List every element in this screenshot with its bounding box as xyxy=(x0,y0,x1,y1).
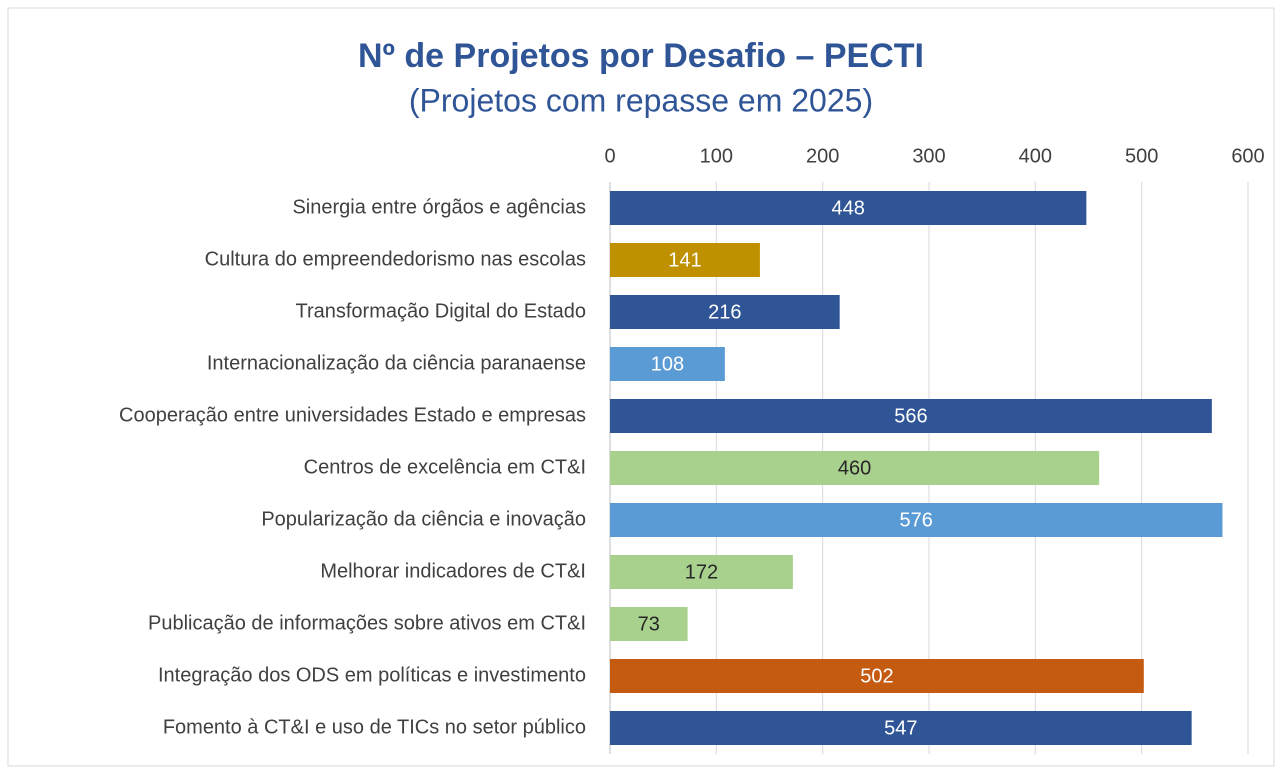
value-label: 460 xyxy=(838,457,871,479)
chart-border xyxy=(7,7,1275,767)
chart-subtitle: (Projetos com repasse em 2025) xyxy=(409,82,873,118)
y-tick-label: Fomento à CT&I e uso de TICs no setor pú… xyxy=(163,716,586,738)
bar xyxy=(610,607,688,641)
y-tick-label: Publicação de informações sobre ativos e… xyxy=(148,612,586,634)
bar xyxy=(610,711,1192,745)
y-tick-label: Integração dos ODS em políticas e invest… xyxy=(158,664,586,686)
x-tick-label: 600 xyxy=(1231,145,1264,167)
y-tick-label: Melhorar indicadores de CT&I xyxy=(320,560,586,582)
y-tick-label: Sinergia entre órgãos e agências xyxy=(292,196,586,218)
bar xyxy=(610,503,1223,537)
bar xyxy=(610,399,1212,433)
value-label: 108 xyxy=(651,353,684,375)
bar xyxy=(610,555,793,589)
y-tick-label: Popularização da ciência e inovação xyxy=(261,508,586,530)
value-label: 216 xyxy=(708,301,741,323)
value-label: 576 xyxy=(900,509,933,531)
x-tick-label: 0 xyxy=(604,145,615,167)
value-label: 73 xyxy=(638,613,660,635)
value-label: 448 xyxy=(831,197,864,219)
bar xyxy=(610,295,840,329)
x-tick-label: 300 xyxy=(912,145,945,167)
value-label: 502 xyxy=(860,665,893,687)
x-tick-label: 100 xyxy=(700,145,733,167)
value-label: 141 xyxy=(668,249,701,271)
bar xyxy=(610,347,725,381)
value-label: 172 xyxy=(685,561,718,583)
y-tick-label: Cultura do empreendedorismo nas escolas xyxy=(205,248,586,270)
bar xyxy=(610,451,1100,485)
y-tick-label: Centros de excelência em CT&I xyxy=(304,456,586,478)
y-tick-label: Cooperação entre universidades Estado e … xyxy=(119,404,586,426)
bar xyxy=(610,191,1087,225)
x-tick-label: 200 xyxy=(806,145,839,167)
y-tick-label: Transformação Digital do Estado xyxy=(295,300,586,322)
x-tick-label: 400 xyxy=(1019,145,1052,167)
chart-title: Nº de Projetos por Desafio – PECTI xyxy=(358,37,924,75)
value-label: 566 xyxy=(894,405,927,427)
value-label: 547 xyxy=(884,717,917,739)
y-tick-label: Internacionalização da ciência paranaens… xyxy=(207,352,586,374)
bar xyxy=(610,243,760,277)
x-tick-label: 500 xyxy=(1125,145,1158,167)
bar xyxy=(610,659,1144,693)
